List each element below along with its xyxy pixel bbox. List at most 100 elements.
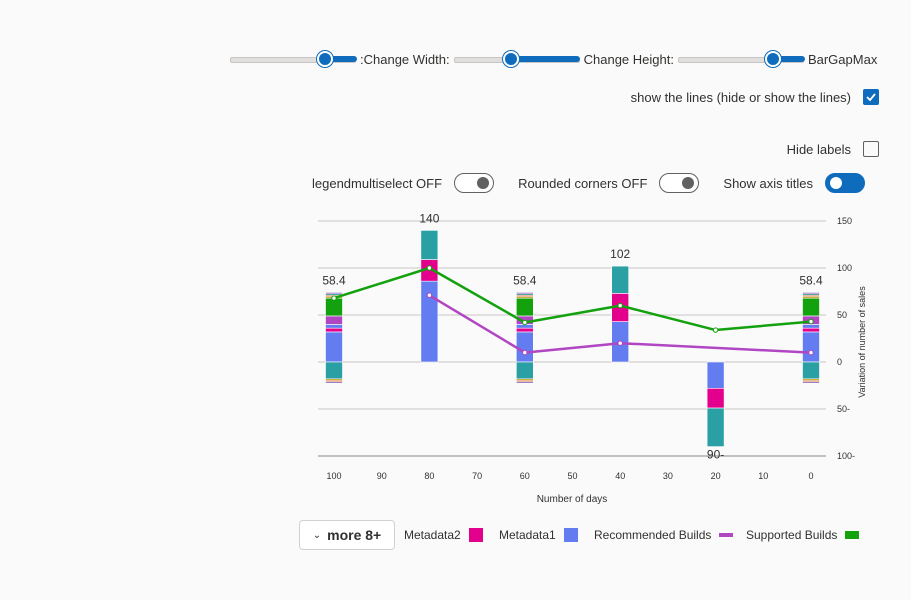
bar-segment [515, 292, 534, 295]
x-tick-label: 10 [758, 471, 768, 481]
bar-segment [706, 388, 725, 409]
y-tick-label: 100 [837, 263, 852, 273]
series-point [522, 319, 528, 326]
x-tick-label: 80 [424, 471, 434, 481]
legend-more-label: more 8+ [327, 527, 382, 543]
height-slider-fill [510, 56, 580, 62]
bar-segment [802, 292, 820, 295]
height-slider[interactable] [453, 51, 580, 67]
series-point [522, 349, 528, 356]
legend-item-metadata2[interactable]: Metadata2 [404, 528, 483, 542]
x-tick-label: 0 [808, 471, 813, 481]
x-tick-label: 30 [663, 471, 673, 481]
rounded-corners-knob [682, 177, 695, 189]
bar-segment [515, 327, 534, 333]
bar-segment [325, 361, 343, 380]
bars [325, 230, 820, 447]
height-slider-thumb[interactable] [502, 51, 519, 67]
legend-item-metadata1[interactable]: Metadata1 [499, 528, 578, 542]
bar-segment [325, 315, 343, 325]
show-lines-checkbox[interactable] [863, 89, 879, 105]
bargap-slider-fill [772, 56, 805, 62]
x-axis-title: Number of days [537, 494, 608, 505]
series-line [333, 266, 812, 332]
hide-labels-row: Hide labels [787, 141, 879, 157]
series-point [331, 295, 337, 301]
series-point [426, 265, 433, 271]
x-tick-label: 100 [326, 471, 341, 481]
slider-row: :Change Width: Change Height: BarGapMax [230, 50, 877, 68]
bar-segment [325, 331, 343, 363]
rounded-corners-label: Rounded corners OFF [518, 175, 648, 191]
legend-label: Metadata2 [404, 528, 461, 542]
show-axis-titles-knob [830, 177, 842, 189]
y-tick-label: 50 [837, 310, 847, 320]
series-point [712, 327, 719, 333]
y-tick-label: 150 [837, 216, 852, 226]
legend-more-button[interactable]: ⌄ more 8+ [299, 520, 395, 550]
bar-segment [515, 297, 534, 317]
show-axis-titles-label: Show axis titles [723, 175, 813, 191]
bar-segment [325, 324, 343, 329]
series-point [617, 340, 623, 346]
width-slider-thumb[interactable] [317, 51, 333, 67]
y-tick-label: 50- [837, 404, 850, 414]
bar-segment [325, 327, 343, 333]
legend-item-recommended-builds[interactable]: Recommended Builds [594, 528, 734, 542]
legend-label: Metadata1 [499, 528, 556, 542]
show-axis-titles-toggle[interactable] [825, 173, 865, 193]
x-tick-label: 40 [615, 471, 625, 481]
legend-swatch [563, 528, 578, 542]
series-point [808, 318, 814, 325]
rounded-corners-toggle[interactable] [659, 173, 700, 193]
bar-segment [325, 292, 343, 295]
show-lines-row: show the lines (hide or show the lines) [631, 89, 879, 105]
bar-segment [515, 361, 534, 380]
change-height-label: Change Height: [583, 51, 674, 67]
bar-segment [611, 265, 630, 294]
series-point [808, 349, 814, 356]
y-tick-label: 100- [837, 451, 855, 461]
bar-total-label: 58.4 [799, 273, 823, 287]
bar-segment [802, 297, 820, 317]
x-axis-ticks: 100 90 80 70 60 50 40 30 20 10 0 [326, 471, 813, 481]
legend-multiselect-toggle[interactable] [454, 173, 495, 193]
bar-segment [802, 331, 820, 363]
chevron-down-icon: ⌄ [312, 529, 322, 541]
checkmark-icon [866, 93, 876, 102]
bar-segment [802, 361, 820, 380]
hide-labels-label: Hide labels [786, 141, 851, 157]
bar-total-label: 58.4 [322, 273, 346, 287]
bar-segment [706, 407, 725, 447]
width-slider[interactable] [230, 51, 357, 67]
x-tick-label: 70 [472, 471, 482, 481]
legend-multiselect-knob [477, 177, 490, 189]
legend-multiselect-label: legendmultiselect OFF [312, 175, 443, 191]
legend-item-supported-builds[interactable]: Supported Builds [746, 528, 860, 542]
bar-segment [515, 381, 534, 384]
legend-label: Supported Builds [746, 528, 838, 542]
bargap-slider[interactable] [677, 51, 805, 67]
series-lines [331, 265, 814, 356]
legend-label: Recommended Builds [594, 528, 712, 542]
bar-gap-max-label: BarGapMax [807, 51, 878, 67]
bar-segment [325, 381, 343, 384]
bar-segment [420, 230, 439, 260]
x-tick-label: 20 [711, 471, 721, 481]
hide-labels-checkbox[interactable] [863, 141, 879, 157]
bar-total-label: 90- [707, 448, 724, 462]
bargap-slider-thumb[interactable] [764, 51, 781, 67]
width-slider-fill [325, 56, 357, 62]
bar-segment [802, 327, 820, 333]
gridlines [318, 220, 826, 457]
y-axis-title: Variation of number of sales [857, 286, 867, 398]
y-tick-label: 0 [837, 357, 842, 367]
x-tick-label: 60 [520, 471, 530, 481]
bar-segment [802, 381, 820, 384]
bar-total-labels: 58.4 140 58.4 102 90- 58.4 [322, 211, 823, 461]
legend-swatch [845, 531, 860, 539]
y-axis-ticks: 150 100 50 0 50- 100- [837, 216, 855, 461]
x-tick-label: 90 [377, 471, 387, 481]
show-lines-label: show the lines (hide or show the lines) [630, 89, 851, 105]
series-point [426, 292, 433, 298]
